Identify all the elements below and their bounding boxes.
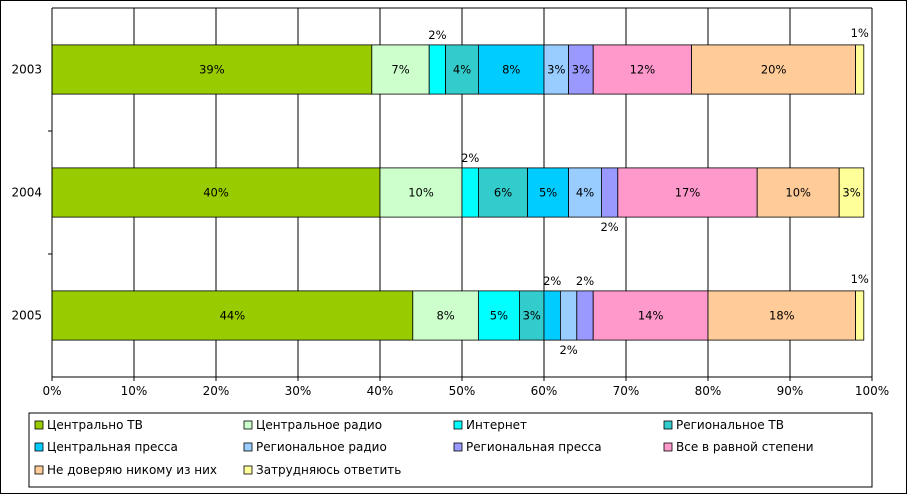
legend-swatch [663, 442, 673, 452]
data-label: 1% [851, 26, 869, 40]
data-label: 6% [494, 186, 512, 200]
legend-label: Центральное радио [256, 418, 382, 432]
x-tick-label: 70% [613, 384, 640, 398]
x-tick-label: 30% [285, 384, 312, 398]
bar-segment [445, 44, 479, 95]
data-label: 3% [547, 63, 565, 77]
data-label: 4% [576, 186, 594, 200]
bar-segment [560, 290, 578, 341]
bar-segment [51, 167, 381, 218]
bar-segment [601, 167, 619, 218]
legend-swatch [243, 442, 253, 452]
data-label: 12% [630, 63, 656, 77]
x-tick-label: 90% [777, 384, 804, 398]
bar-segment [527, 167, 569, 218]
data-label: 2% [461, 151, 479, 165]
data-label: 1% [851, 272, 869, 286]
x-tick-label: 20% [203, 384, 230, 398]
y-tick-label: 2005 [11, 309, 42, 323]
data-label: 5% [490, 309, 508, 323]
legend-swatch [243, 420, 253, 430]
data-label: 3% [523, 309, 541, 323]
data-label: 40% [203, 186, 229, 200]
data-label: 2% [559, 343, 577, 357]
axes-group: 2003 2004 2005 0% 10% 20% 30% 40% 50% 60% 70% 80% 90… [11, 8, 889, 398]
data-label: 10% [785, 186, 811, 200]
bar-segment [691, 44, 856, 95]
data-label: 7% [391, 63, 409, 77]
x-tick-label: 100% [855, 384, 889, 398]
bar-segment [477, 44, 545, 95]
bar-segment [855, 290, 865, 341]
data-label: 18% [769, 309, 795, 323]
bar-segment [543, 290, 561, 341]
bar-segment [707, 290, 857, 341]
data-label: 8% [436, 309, 454, 323]
legend-label: Центральная пресса [47, 440, 178, 454]
legend: Центрально ТВ Центральное радио Интернет Ре… [28, 412, 873, 488]
bar-segment [617, 167, 758, 218]
bar-segment [477, 167, 528, 218]
data-label: 44% [220, 309, 246, 323]
legend-label: Центрально ТВ [47, 418, 143, 432]
bar-segment [428, 44, 447, 95]
bar-segment [576, 290, 594, 341]
y-tick-label: 2004 [11, 186, 42, 200]
legend-swatch [34, 465, 44, 475]
bar-segment [371, 44, 430, 95]
legend-box [28, 412, 873, 488]
bar-segment [477, 290, 520, 341]
data-label: 2% [428, 28, 446, 42]
bar-segment [838, 167, 865, 218]
data-label: 14% [638, 309, 664, 323]
data-label: 17% [675, 186, 701, 200]
data-label: 4% [453, 63, 471, 77]
legend-label: Интернет [466, 418, 527, 432]
legend-label: Не доверяю никому из них [47, 463, 217, 477]
bar-segment [855, 44, 865, 95]
data-label: 2% [600, 220, 618, 234]
y-tick-label: 2003 [11, 63, 42, 77]
bar-segment [592, 290, 709, 341]
x-tick-label: 60% [531, 384, 558, 398]
legend-label: Все в равной степени [676, 440, 814, 454]
data-label: 5% [539, 186, 557, 200]
x-tick-label: 10% [121, 384, 148, 398]
data-label: 8% [502, 63, 520, 77]
bar-segment [568, 167, 602, 218]
data-label: 39% [199, 63, 225, 77]
bar-segment [461, 167, 479, 218]
data-label: 3% [842, 186, 860, 200]
legend-swatch [243, 465, 253, 475]
data-label: 20% [761, 63, 787, 77]
bars-group: 39% 7% 4% 8% 3% 3% 12% 20% 2% 1% 40% 10% 6% 5% 4% 17% 10… [51, 26, 869, 357]
data-label: 2% [543, 274, 561, 288]
bar-segment [543, 44, 570, 95]
bar-segment [51, 44, 373, 95]
x-tick-label: 80% [695, 384, 722, 398]
data-label: 2% [576, 274, 594, 288]
legend-label: Региональное ТВ [676, 418, 784, 432]
legend-label: Затрудняюсь ответить [256, 463, 401, 477]
legend-label: Региональная пресса [466, 440, 602, 454]
bar-segment [379, 167, 463, 218]
bar-segment [519, 290, 545, 341]
x-tick-label: 0% [42, 384, 61, 398]
legend-label: Региональное радио [256, 440, 387, 454]
bar-segment [51, 290, 414, 341]
data-label: 10% [408, 186, 434, 200]
data-label: 3% [572, 63, 590, 77]
legend-swatch [34, 420, 44, 430]
x-tick-label: 50% [449, 384, 476, 398]
x-tick-label: 40% [367, 384, 394, 398]
bar-segment [756, 167, 840, 218]
legend-swatch [453, 442, 463, 452]
legend-swatch [453, 420, 463, 430]
legend-swatch [34, 442, 44, 452]
legend-swatch [663, 420, 673, 430]
bar-segment [568, 44, 594, 95]
